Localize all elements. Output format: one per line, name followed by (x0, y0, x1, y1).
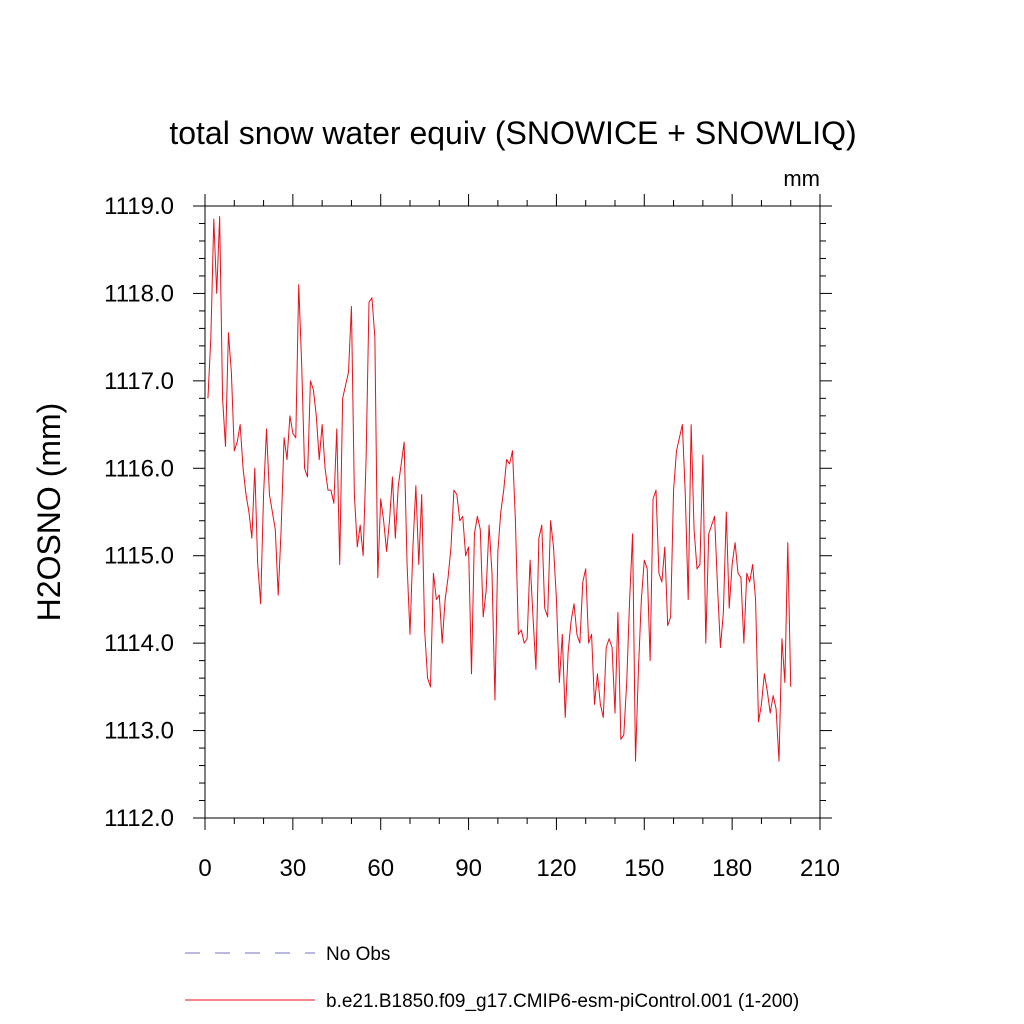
y-tick-label: 1116.0 (104, 455, 174, 482)
x-tick-label: 60 (367, 855, 394, 882)
x-tick-label: 150 (624, 855, 664, 882)
y-tick-label: 1119.0 (104, 193, 174, 220)
chart-title: total snow water equiv (SNOWICE + SNOWLI… (169, 115, 856, 151)
y-axis-tick-labels: 1112.0 1113.0 1114.0 1115.0 1116.0 1117.0 1118… (104, 193, 174, 832)
plot-frame (204, 205, 821, 819)
units-label: mm (783, 166, 820, 191)
x-tick-label: 90 (455, 855, 482, 882)
y-tick-label: 1117.0 (104, 368, 174, 395)
y-tick-label: 1112.0 (104, 805, 174, 832)
legend: No Obs b.e21.B1850.f09_g17.CMIP6-esm-piCo… (185, 944, 799, 1012)
y-tick-label: 1118.0 (104, 280, 174, 307)
x-tick-label: 0 (198, 855, 211, 882)
legend-label: b.e21.B1850.f09_g17.CMIP6-esm-piControl.… (326, 991, 799, 1012)
x-tick-label: 30 (280, 855, 307, 882)
axis-ticks (193, 194, 832, 830)
legend-label: No Obs (326, 944, 390, 965)
y-axis-label: H2OSNO (mm) (31, 403, 67, 622)
y-tick-label: 1113.0 (104, 718, 174, 745)
x-tick-label: 120 (536, 855, 576, 882)
x-tick-label: 180 (712, 855, 752, 882)
series-layer (207, 215, 792, 762)
x-tick-label: 210 (800, 855, 840, 882)
x-axis-tick-labels: 0 30 60 90 120 150 180 210 (198, 855, 840, 882)
y-tick-label: 1114.0 (104, 630, 174, 657)
y-tick-label: 1115.0 (104, 543, 174, 570)
series-line (207, 215, 792, 762)
